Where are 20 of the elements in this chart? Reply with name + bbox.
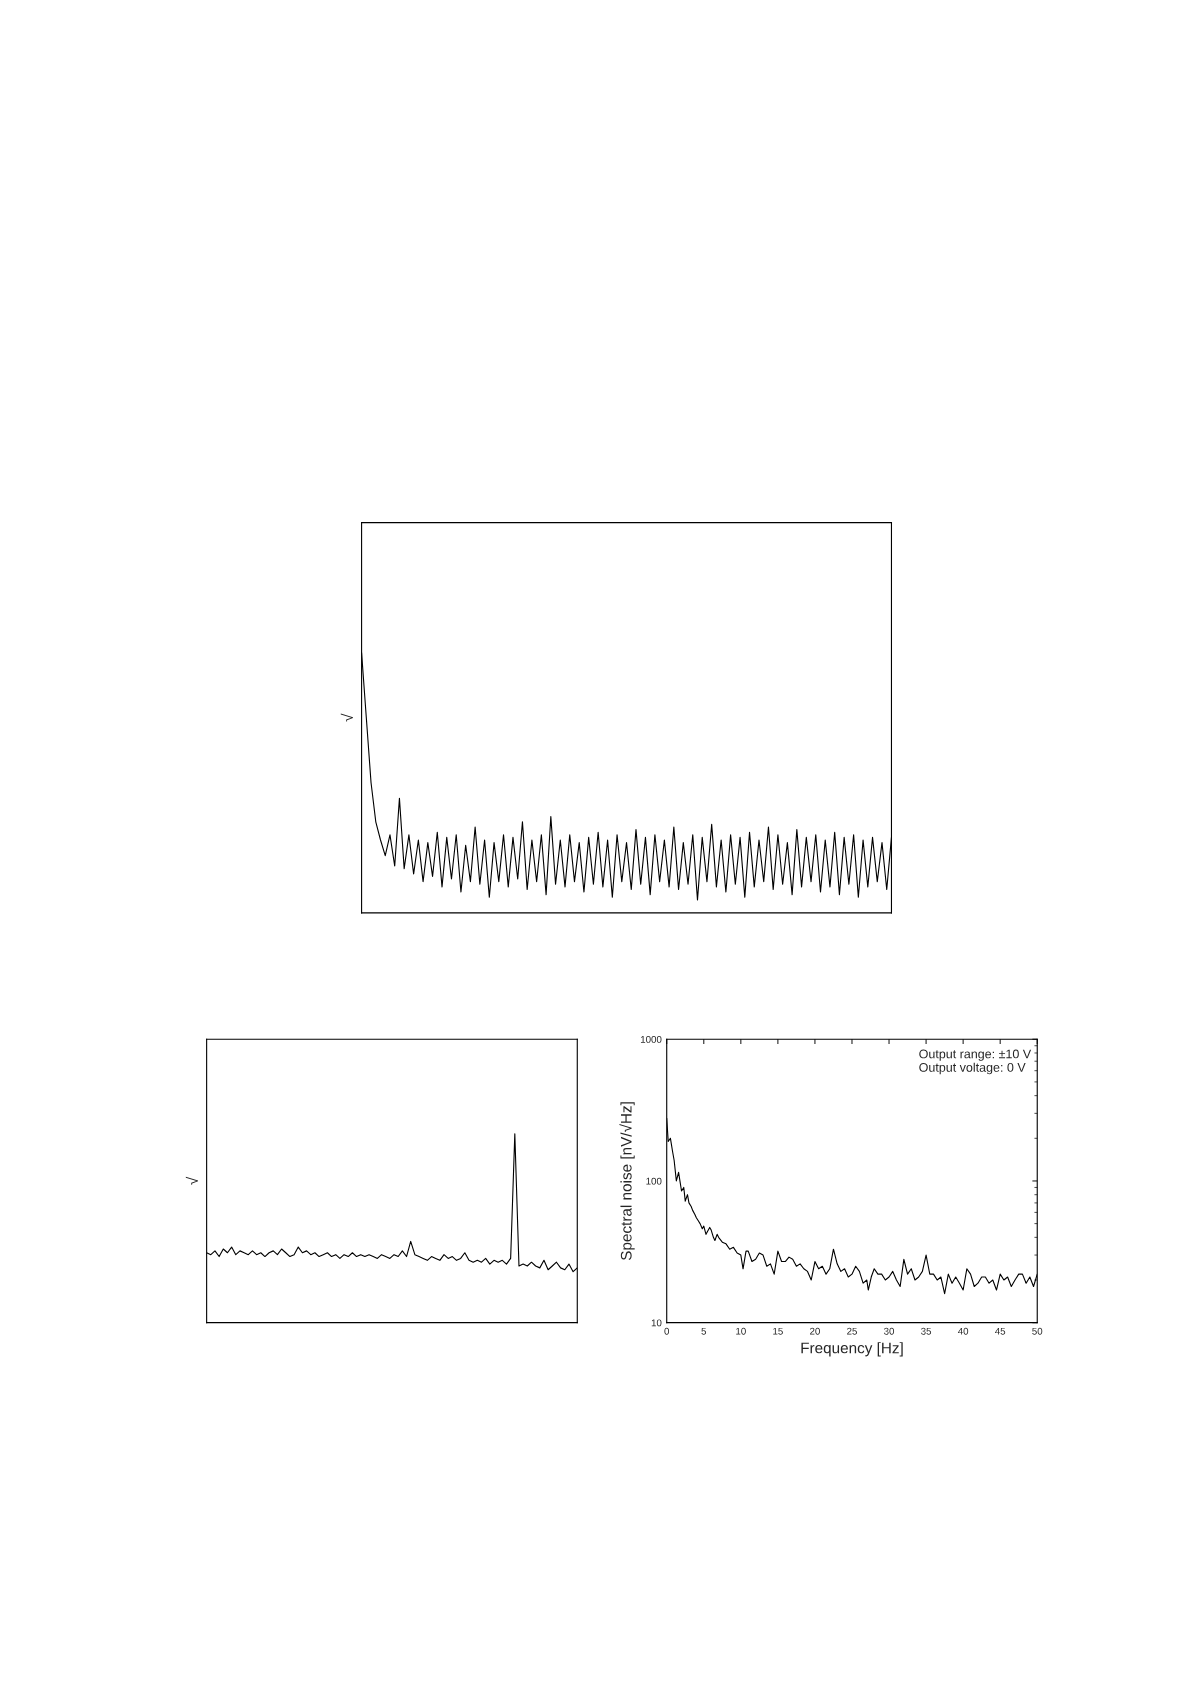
x-tick-label: 15	[773, 1327, 783, 1335]
x-tick-label: 0	[664, 1327, 670, 1335]
x-tick-label: 45	[995, 1327, 1006, 1335]
x-tick-label: 30	[884, 1327, 895, 1335]
x-tick-label: 35	[921, 1327, 932, 1335]
y-tick-label: 10	[651, 1319, 662, 1327]
y-axis-title: Spectral noise [nV/√Hz]	[619, 1102, 635, 1261]
x-tick-label: 10	[736, 1327, 746, 1335]
y-axis-title: √	[185, 1176, 199, 1185]
x-tick-label: 40	[957, 1327, 969, 1335]
x-tick-label: 20	[810, 1327, 820, 1335]
y-tick-label: 1000	[640, 1035, 662, 1043]
annotation: Output voltage: 0 V	[919, 1062, 1026, 1075]
y-tick-label: 100	[646, 1177, 662, 1185]
x-tick-label: 5	[701, 1327, 707, 1335]
annotation: Output range: ±10 V	[919, 1049, 1032, 1061]
y-axis-title: √	[340, 713, 353, 722]
x-tick-label: 25	[847, 1327, 857, 1335]
x-axis-title: Frequency [Hz]	[801, 1342, 903, 1357]
x-tick-label: 50	[1032, 1327, 1043, 1335]
